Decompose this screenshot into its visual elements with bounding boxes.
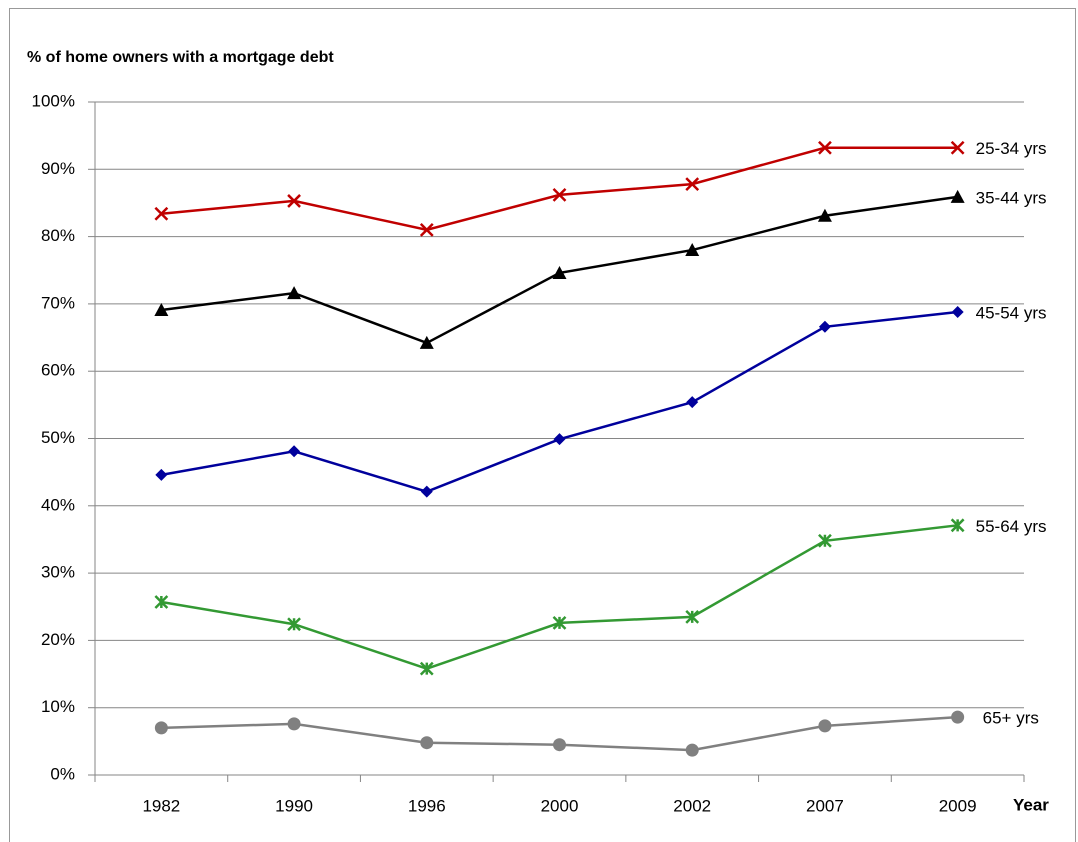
marker bbox=[950, 518, 965, 533]
marker bbox=[287, 194, 301, 208]
marker bbox=[818, 719, 832, 733]
series-label: 35-44 yrs bbox=[976, 188, 1047, 207]
series-label: 45-54 yrs bbox=[976, 303, 1047, 322]
marker bbox=[287, 617, 301, 632]
x-axis-label: Year bbox=[1013, 795, 1049, 814]
y-tick-label: 90% bbox=[41, 159, 75, 178]
series-label: 65+ yrs bbox=[983, 709, 1039, 728]
chart-title: % of home owners with a mortgage debt bbox=[27, 49, 334, 66]
marker bbox=[817, 208, 832, 222]
series-label: 55-64 yrs bbox=[976, 517, 1047, 536]
x-tick-label: 2002 bbox=[673, 796, 711, 815]
y-tick-label: 80% bbox=[41, 226, 75, 245]
marker bbox=[818, 140, 832, 155]
marker bbox=[553, 738, 566, 752]
marker bbox=[950, 189, 965, 203]
marker bbox=[552, 187, 567, 202]
marker bbox=[420, 485, 433, 498]
marker bbox=[287, 286, 302, 300]
marker bbox=[287, 717, 301, 731]
chart-frame bbox=[9, 8, 1076, 842]
marker bbox=[552, 616, 567, 630]
y-tick-label: 60% bbox=[41, 361, 75, 380]
marker bbox=[155, 468, 168, 481]
marker bbox=[154, 206, 169, 221]
y-tick-label: 0% bbox=[50, 764, 75, 783]
x-tick-label: 2007 bbox=[806, 796, 844, 815]
marker bbox=[951, 305, 964, 318]
marker bbox=[419, 661, 434, 676]
marker bbox=[818, 320, 831, 333]
marker bbox=[685, 177, 700, 191]
marker bbox=[818, 533, 832, 548]
marker bbox=[419, 335, 434, 349]
marker bbox=[420, 736, 434, 750]
y-tick-label: 100% bbox=[32, 91, 75, 110]
marker bbox=[154, 302, 169, 316]
x-tick-label: 2000 bbox=[541, 796, 579, 815]
marker bbox=[552, 265, 567, 279]
marker bbox=[685, 243, 700, 257]
y-tick-label: 50% bbox=[41, 428, 75, 447]
marker bbox=[951, 710, 965, 724]
y-tick-label: 10% bbox=[41, 697, 75, 716]
marker bbox=[685, 743, 699, 757]
x-tick-label: 1996 bbox=[408, 796, 446, 815]
y-tick-label: 40% bbox=[41, 495, 75, 514]
marker bbox=[553, 433, 566, 446]
marker bbox=[154, 595, 169, 609]
marker bbox=[419, 222, 434, 237]
marker bbox=[288, 445, 301, 458]
marker bbox=[685, 609, 700, 624]
marker bbox=[686, 396, 699, 409]
y-tick-label: 20% bbox=[41, 630, 75, 649]
y-tick-label: 30% bbox=[41, 563, 75, 582]
series-label: 25-34 yrs bbox=[976, 139, 1047, 158]
x-tick-label: 1982 bbox=[142, 796, 180, 815]
marker bbox=[154, 721, 168, 735]
x-tick-label: 2009 bbox=[939, 796, 977, 815]
marker bbox=[950, 140, 965, 155]
x-tick-label: 1990 bbox=[275, 796, 313, 815]
y-tick-label: 70% bbox=[41, 293, 75, 312]
